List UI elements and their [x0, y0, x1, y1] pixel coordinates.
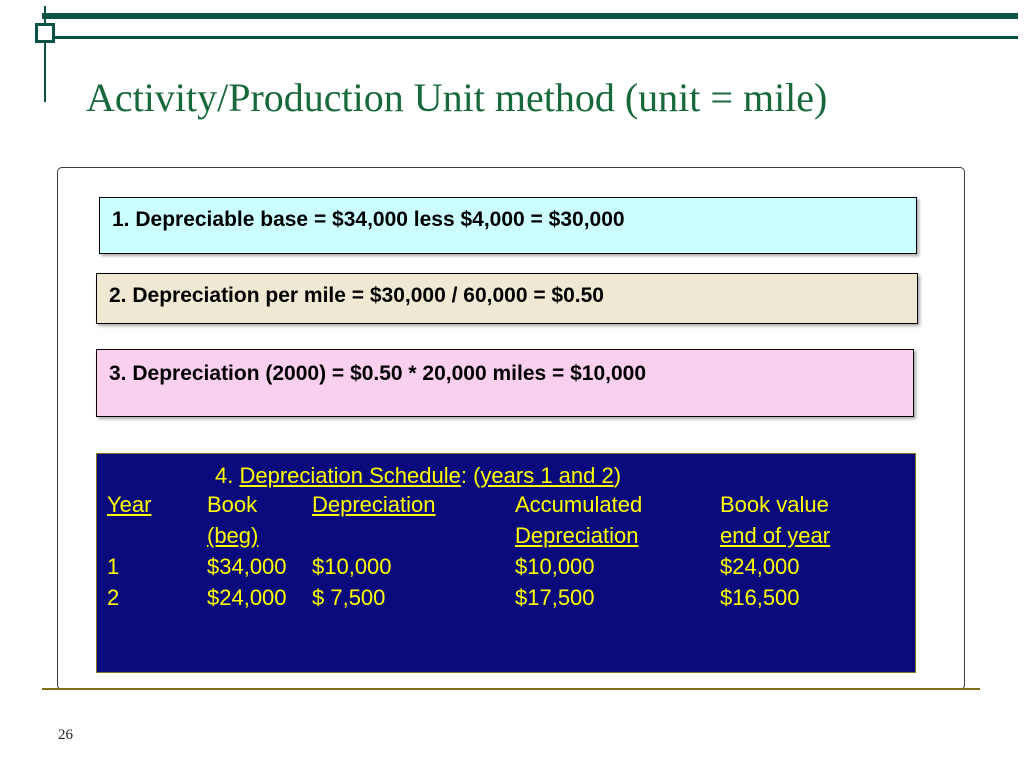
col-header-book-value: Book value — [720, 492, 829, 517]
page-number: 26 — [58, 727, 73, 743]
depreciation-schedule-box: 4. Depreciation Schedule: (years 1 and 2… — [96, 453, 916, 673]
step1-box: 1. Depreciable base = $34,000 less $4,00… — [99, 197, 917, 254]
step1-text: 1. Depreciable base = $34,000 less $4,00… — [112, 208, 625, 231]
col-header-accumulated: Accumulated — [515, 492, 643, 517]
table-cell-year-1: 1 — [107, 554, 120, 579]
col-subheader-end-of-year: end of year — [720, 523, 831, 548]
schedule-heading-suffix: ) — [613, 463, 622, 488]
step2-box: 2. Depreciation per mile = $30,000 / 60,… — [96, 273, 918, 324]
step3-box: 3. Depreciation (2000) = $0.50 * 20,000 … — [96, 349, 914, 417]
table-cell-book-beg-2: $24,000 — [207, 585, 287, 610]
col-header-year: Year — [107, 492, 152, 517]
col-subheader-depreciation: Depreciation — [515, 523, 639, 548]
schedule-table: Year Book Depreciation Accumulated Book … — [97, 489, 915, 613]
left-vertical-rule — [44, 6, 46, 102]
col-header-depreciation: Depreciation — [312, 492, 436, 517]
top-rule-thick — [42, 13, 1018, 19]
table-cell-year-2: 2 — [107, 585, 120, 610]
top-rule-thin — [42, 36, 1018, 39]
content-panel: 1. Depreciable base = $34,000 less $4,00… — [57, 167, 965, 690]
col-subheader-beg: (beg) — [207, 523, 259, 548]
table-cell-book-value-2: $16,500 — [720, 585, 800, 610]
schedule-heading: 4. Depreciation Schedule: (years 1 and 2… — [97, 454, 915, 489]
schedule-heading-prefix: 4. — [215, 463, 240, 488]
table-cell-book-beg-1: $34,000 — [207, 554, 287, 579]
step3-text: 3. Depreciation (2000) = $0.50 * 20,000 … — [109, 362, 647, 385]
col-header-book: Book — [207, 492, 258, 517]
table-cell-depreciation-2: $ 7,500 — [312, 585, 386, 610]
table-cell-depreciation-1: $10,000 — [312, 554, 392, 579]
schedule-heading-title: Depreciation Schedule — [239, 463, 461, 488]
table-cell-accum-depreciation-1: $10,000 — [515, 554, 595, 579]
step2-text: 2. Depreciation per mile = $30,000 / 60,… — [109, 284, 604, 307]
corner-square-ornament — [35, 23, 55, 43]
col-subheader-blank-1 — [107, 520, 207, 551]
col-subheader-blank-2 — [312, 520, 515, 551]
slide-title: Activity/Production Unit method (unit = … — [86, 75, 828, 120]
table-cell-book-value-1: $24,000 — [720, 554, 800, 579]
schedule-heading-mid: : ( — [460, 463, 481, 488]
table-cell-accum-depreciation-2: $17,500 — [515, 585, 595, 610]
schedule-heading-subtitle: years 1 and 2 — [480, 463, 614, 488]
bottom-rule — [42, 688, 980, 690]
